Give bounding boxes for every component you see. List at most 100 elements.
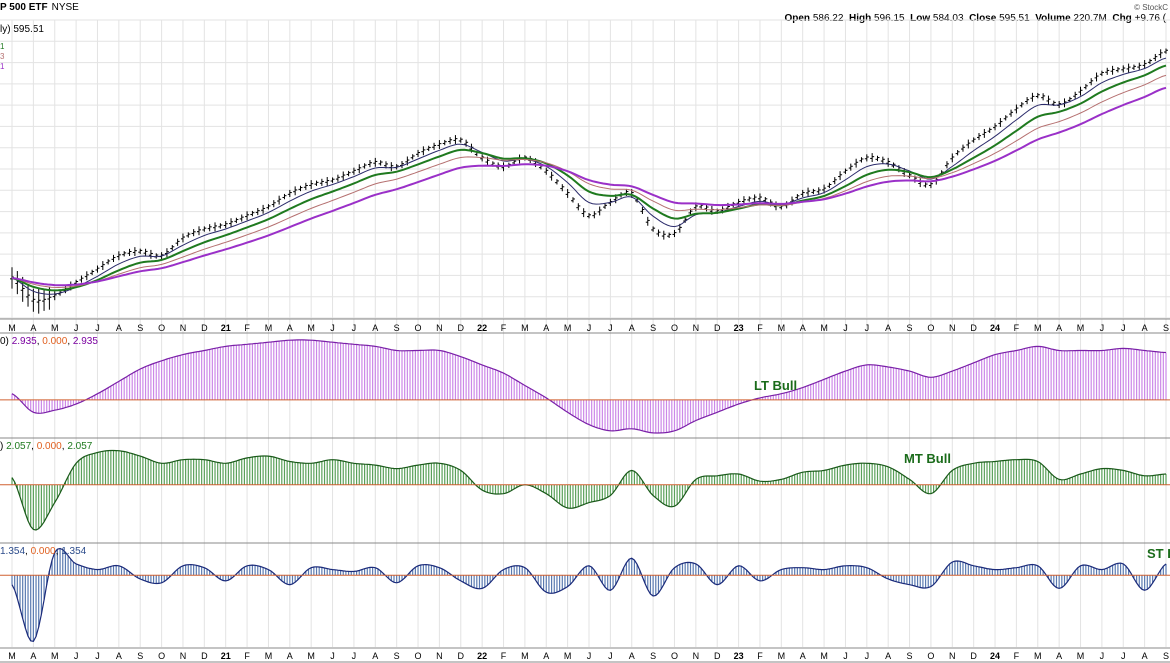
st-panel-label: 1.354, 0.000, 1.354 [0,546,87,557]
x-axis-bottom-tick-label: 22 [477,651,487,661]
x-axis-tick-label: N [949,323,956,333]
ma-legend-3: 1 [0,62,5,71]
x-axis-bottom-tick-label: M [265,651,273,661]
x-axis-bottom-tick-label: A [800,651,806,661]
x-axis-bottom-tick-label: 24 [990,651,1000,661]
x-axis-bottom-tick-label: M [8,651,16,661]
x-axis-tick-label: S [394,323,400,333]
x-axis-tick-label: M [1034,323,1042,333]
x-axis-bottom-tick-label: J [1121,651,1126,661]
x-axis-bottom-tick-label: A [1056,651,1062,661]
x-axis-bottom-tick-label: J [587,651,592,661]
x-axis-tick-label: A [543,323,549,333]
x-axis-tick-label: M [521,323,529,333]
high-label: High [848,13,872,24]
lt-panel-label: 0) 2.935, 0.000, 2.935 [0,336,98,347]
x-axis-tick-label: A [629,323,635,333]
high-value: 596.15 [873,13,905,24]
x-axis-tick-label: M [51,323,59,333]
x-axis-bottom-tick-label: A [543,651,549,661]
x-axis-tick-label: N [436,323,443,333]
x-axis-tick-label: A [885,323,891,333]
x-axis-bottom-tick-label: A [885,651,891,661]
x-axis-tick-label: M [1077,323,1085,333]
mt-panel-label: ) 2.057, 0.000, 2.057 [0,441,93,452]
chg-value: +9.76 ( [1134,13,1166,24]
x-axis-bottom-tick-label: S [137,651,143,661]
x-axis-bottom-tick-label: M [1034,651,1042,661]
x-axis-tick-label: J [352,323,357,333]
x-axis-tick-label: S [1163,323,1169,333]
x-axis-tick-label: A [372,323,378,333]
ma-legend-1: 1 [0,42,5,51]
x-axis-bottom-tick-label: S [907,651,913,661]
x-axis-tick-label: J [95,323,100,333]
x-axis-bottom-tick-label: M [778,651,786,661]
x-axis-bottom-tick-label: A [1142,651,1148,661]
x-axis-tick-label: A [1056,323,1062,333]
chart-title: P 500 ETF NYSE [0,2,79,13]
x-axis-tick-label: M [820,323,828,333]
x-axis-bottom-tick-label: M [51,651,59,661]
x-axis-tick-label: A [1142,323,1148,333]
x-axis-bottom-tick-label: F [501,651,507,661]
chg-label: Chg [1112,13,1132,24]
ma-fast-line [11,57,1167,295]
x-axis-tick-label: M [307,323,315,333]
x-axis-bottom-tick-label: J [1100,651,1105,661]
x-axis-tick-label: A [116,323,122,333]
x-axis-bottom-tick-label: N [949,651,956,661]
x-axis-tick-label: 22 [477,323,487,333]
x-axis-bottom-tick-label: F [1014,651,1020,661]
x-axis-tick-label: A [30,323,36,333]
x-axis-bottom-tick-label: S [1163,651,1169,661]
st-bull-annotation: ST I [1147,546,1170,561]
x-axis-tick-label: J [865,323,870,333]
x-axis-bottom-tick-label: O [158,651,165,661]
x-axis-bottom-tick-label: S [650,651,656,661]
x-axis-tick-label: S [650,323,656,333]
x-axis-tick-label: D [201,323,208,333]
mt-bull-annotation: MT Bull [904,451,951,466]
x-axis-tick-label: M [778,323,786,333]
x-axis-tick-label: O [158,323,165,333]
x-axis-tick-label: 21 [221,323,231,333]
x-axis-tick-label: D [458,323,465,333]
x-axis-tick-label: N [180,323,187,333]
symbol-title: P 500 ETF [0,2,48,13]
x-axis-tick-label: S [137,323,143,333]
x-axis-bottom-tick-label: M [521,651,529,661]
x-axis-tick-label: D [714,323,721,333]
x-axis-tick-label: O [927,323,934,333]
low-label: Low [910,13,931,24]
x-axis-bottom-tick-label: A [287,651,293,661]
x-axis-tick-label: J [1121,323,1126,333]
x-axis-bottom-tick-label: N [436,651,443,661]
open-label: Open [784,13,811,24]
x-axis-tick-label: M [564,323,572,333]
x-axis-bottom-tick-label: F [757,651,763,661]
x-axis-bottom-tick-label: J [330,651,335,661]
ma-slow-thin-line [11,74,1167,289]
close-value: 595.51 [999,13,1030,24]
x-axis-bottom-tick-label: J [352,651,357,661]
x-axis-bottom-tick-label: A [629,651,635,661]
x-axis-bottom-tick-label: M [1077,651,1085,661]
low-value: 584.03 [932,13,964,24]
open-value: 586.22 [812,13,844,24]
x-axis-tick-label: A [287,323,293,333]
x-axis-tick-label: J [1100,323,1105,333]
x-axis-bottom-tick-label: O [671,651,678,661]
x-axis-tick-label: J [74,323,79,333]
x-axis-bottom-tick-label: D [970,651,977,661]
x-axis-tick-label: F [757,323,763,333]
x-axis-tick-label: F [501,323,507,333]
x-axis-tick-label: M [265,323,273,333]
x-axis-bottom-tick-label: F [244,651,250,661]
x-axis-tick-label: 24 [990,323,1000,333]
x-axis-tick-label: 23 [734,323,744,333]
x-axis-tick-label: J [843,323,848,333]
x-axis-bottom-tick-label: D [201,651,208,661]
volume-label: Volume [1035,13,1071,24]
